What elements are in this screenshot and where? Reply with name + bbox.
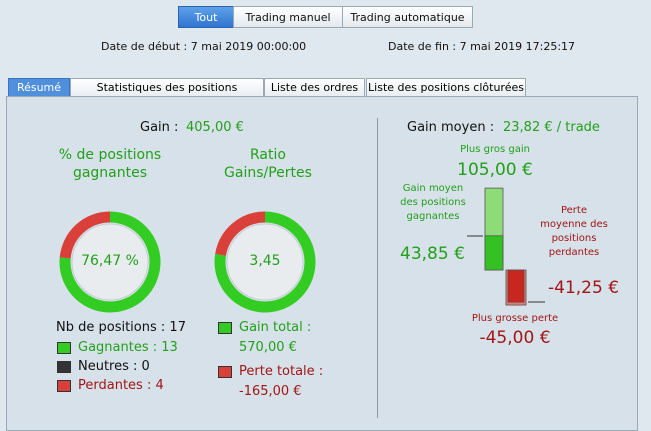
label: Perdantes : <box>78 378 152 393</box>
positions-label: Nb de positions : 17 <box>56 320 186 335</box>
bar <box>507 269 525 303</box>
label: Gagnantes : <box>78 340 158 355</box>
donut-segment <box>59 211 111 259</box>
legend-swatch <box>57 361 71 373</box>
tab[interactable]: Résumé <box>8 78 70 96</box>
gain-label: Gain : <box>140 120 179 135</box>
end-date: Date de fin : 7 mai 2019 17:25:17 <box>388 40 576 53</box>
win-rate-value: 76,47 % <box>81 253 139 269</box>
max-loss-label: Plus grosse perte <box>471 313 559 324</box>
divider <box>377 118 378 418</box>
filter-button[interactable]: Trading manuel <box>233 6 343 28</box>
avg-loss-title: Perte moyenne des positions perdantes <box>540 205 608 258</box>
max-gain-label: Plus gros gain <box>460 144 530 155</box>
avg-gain-value: 23,82 € / trade <box>503 120 600 135</box>
legend-value: -165,00 € <box>239 384 302 399</box>
label: Neutres : <box>78 359 138 374</box>
ratio-value: 3,45 <box>249 253 281 269</box>
legend-swatch <box>57 342 71 354</box>
legend-swatch <box>218 322 232 334</box>
gain-value: 405,00 € <box>186 120 244 135</box>
tab[interactable]: Liste des positions clôturées <box>366 78 526 96</box>
legend-entry: Perte totale : <box>239 364 324 379</box>
donut-segment <box>214 211 316 313</box>
count: 17 <box>169 320 186 335</box>
legend-swatch <box>218 366 232 378</box>
count: 13 <box>161 340 178 355</box>
legend-entry: Neutres : 0 <box>78 359 150 374</box>
label: Nb de positions : <box>56 320 166 335</box>
ratio-title: Ratio Gains/Pertes <box>224 147 312 181</box>
avg-loss-amount: -41,25 € <box>548 278 620 298</box>
donut-segment <box>215 211 266 256</box>
donut-center <box>226 223 304 301</box>
legend-value: 570,00 € <box>239 340 297 355</box>
legend-entry: Gagnantes : 13 <box>78 340 178 355</box>
count: 4 <box>155 378 164 393</box>
donut-center <box>71 223 149 301</box>
filter-button[interactable]: Trading automatique <box>342 6 473 28</box>
start-date: Date de début : 7 mai 2019 00:00:00 <box>101 40 307 53</box>
avg-gain-amount: 43,85 € <box>400 244 465 264</box>
legend-entry: Gain total : <box>239 320 312 335</box>
tab[interactable]: Liste des ordres <box>264 78 365 96</box>
avg-gain-label: Gain moyen : <box>407 120 495 135</box>
donut-segment <box>59 211 161 313</box>
max-loss-value: -45,00 € <box>479 328 551 348</box>
win-rate-title: % de positions gagnantes <box>58 147 162 181</box>
avg-gain-title: Gain moyen des positions gagnantes <box>400 183 466 222</box>
legend-entry: Perdantes : 4 <box>78 378 164 393</box>
legend-swatch <box>57 380 71 392</box>
bar <box>484 235 504 271</box>
max-gain-value: 105,00 € <box>457 160 533 180</box>
count: 0 <box>141 359 150 374</box>
